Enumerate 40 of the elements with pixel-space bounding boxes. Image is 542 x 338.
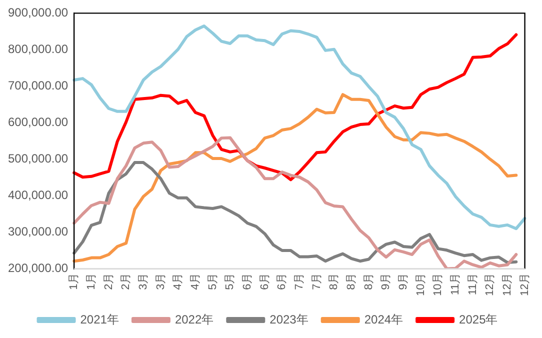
x-tick-label: 6月 xyxy=(258,272,271,290)
y-tick-label: 200,000.00 xyxy=(8,261,68,276)
y-tick-label: 700,000.00 xyxy=(8,78,68,93)
legend-label: 2024年 xyxy=(364,312,404,326)
x-tick-label: 8月 xyxy=(362,272,375,290)
y-tick-label: 800,000.00 xyxy=(8,42,68,56)
x-tick-label: 1月 xyxy=(68,272,80,290)
x-tick-label: 2月 xyxy=(120,272,132,290)
x-tick-label: 4月 xyxy=(189,272,202,290)
x-tick-label: 1月 xyxy=(85,272,98,290)
x-tick-label: 12月 xyxy=(484,272,496,296)
x-tick-label: 9月 xyxy=(380,272,392,290)
x-tick-label: 2月 xyxy=(102,272,115,290)
x-tick-label: 7月 xyxy=(310,272,323,290)
x-tick-label: 4月 xyxy=(172,272,184,290)
x-tick-label: 5月 xyxy=(224,272,236,290)
x-tick-label: 3月 xyxy=(137,272,150,290)
x-tick-label: 12月 xyxy=(518,272,531,296)
legend-label: 2025年 xyxy=(459,312,498,326)
legend-label: 2023年 xyxy=(270,312,308,326)
x-tick-label: 6月 xyxy=(276,272,288,290)
x-tick-label: 9月 xyxy=(397,272,410,290)
legend-label: 2022年 xyxy=(174,312,214,326)
x-tick-label: 7月 xyxy=(293,272,306,290)
x-tick-label: 11月 xyxy=(466,272,479,296)
x-tick-label: 10月 xyxy=(414,272,427,296)
x-tick-label: 5月 xyxy=(206,272,219,290)
x-tick-label: 8月 xyxy=(328,272,340,290)
y-tick-label: 500,000.00 xyxy=(8,152,68,166)
x-tick-label: 6月 xyxy=(241,272,254,290)
x-tick-label: 8月 xyxy=(345,272,358,290)
y-tick-label: 600,000.00 xyxy=(8,115,68,130)
legend-label: 2021年 xyxy=(80,312,119,326)
y-tick-label: 300,000.00 xyxy=(8,224,68,239)
x-tick-label: 10月 xyxy=(432,272,444,296)
x-tick-label: 11月 xyxy=(449,272,462,296)
y-tick-label: 400,000.00 xyxy=(8,188,68,202)
x-tick-label: 12月 xyxy=(501,272,514,296)
y-tick-label: 900,000.00 xyxy=(8,6,68,20)
x-tick-label: 3月 xyxy=(154,272,167,290)
